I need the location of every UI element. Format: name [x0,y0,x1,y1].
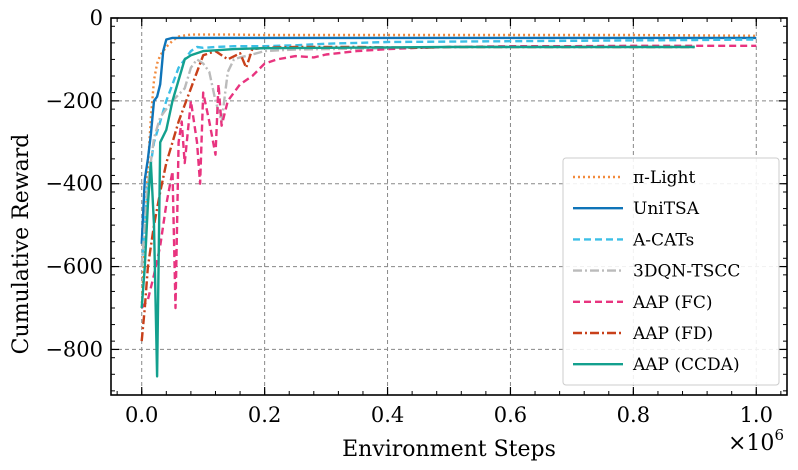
series-lines [140,33,757,378]
x-tick-label: 1.0 [740,403,773,427]
x-tick-label: 0.6 [494,403,527,427]
legend-label: AAP (FC) [632,293,712,313]
y-axis-label: Cumulative Reward [9,134,34,355]
series-line [140,45,695,378]
legend-label: AAP (CCDA) [632,355,740,375]
y-tick-label: −200 [45,89,103,113]
x-tick-label: 0.2 [248,403,281,427]
x-tick-label: 0.8 [617,403,650,427]
legend-label: UniTSA [633,199,700,219]
legend: π-Light UniTSA A-CATs 3DQN-TSCC AAP (FC) AAP … [562,157,780,386]
series-line [140,47,388,267]
x-axis-multiplier-base: ×10 [728,431,774,456]
x-tick-label: 0.4 [371,403,404,427]
series-line [140,33,757,309]
series-line [140,38,757,267]
legend-box [562,157,780,386]
y-tick-label: −800 [45,337,103,361]
series-line [140,45,695,342]
series-line [140,36,757,244]
y-tick-label: −600 [45,255,103,279]
plot-frame [110,17,788,396]
y-tick-label: 0 [90,6,103,30]
x-axis-multiplier: ×106 [728,426,784,456]
x-axis-multiplier-exponent: 6 [774,426,784,444]
y-tick-label: −400 [45,172,103,196]
legend-label: π-Light [633,168,695,188]
legend-label: AAP (FD) [632,324,713,344]
axis-ticks: 0.0 0.2 0.4 0.6 0.8 1.0 0 −200 −400 −600 −800 [45,6,787,427]
x-tick-label: 0.0 [125,403,158,427]
x-axis-label: Environment Steps [342,437,556,462]
legend-label: 3DQN-TSCC [633,262,740,282]
legend-label: A-CATs [632,230,694,250]
